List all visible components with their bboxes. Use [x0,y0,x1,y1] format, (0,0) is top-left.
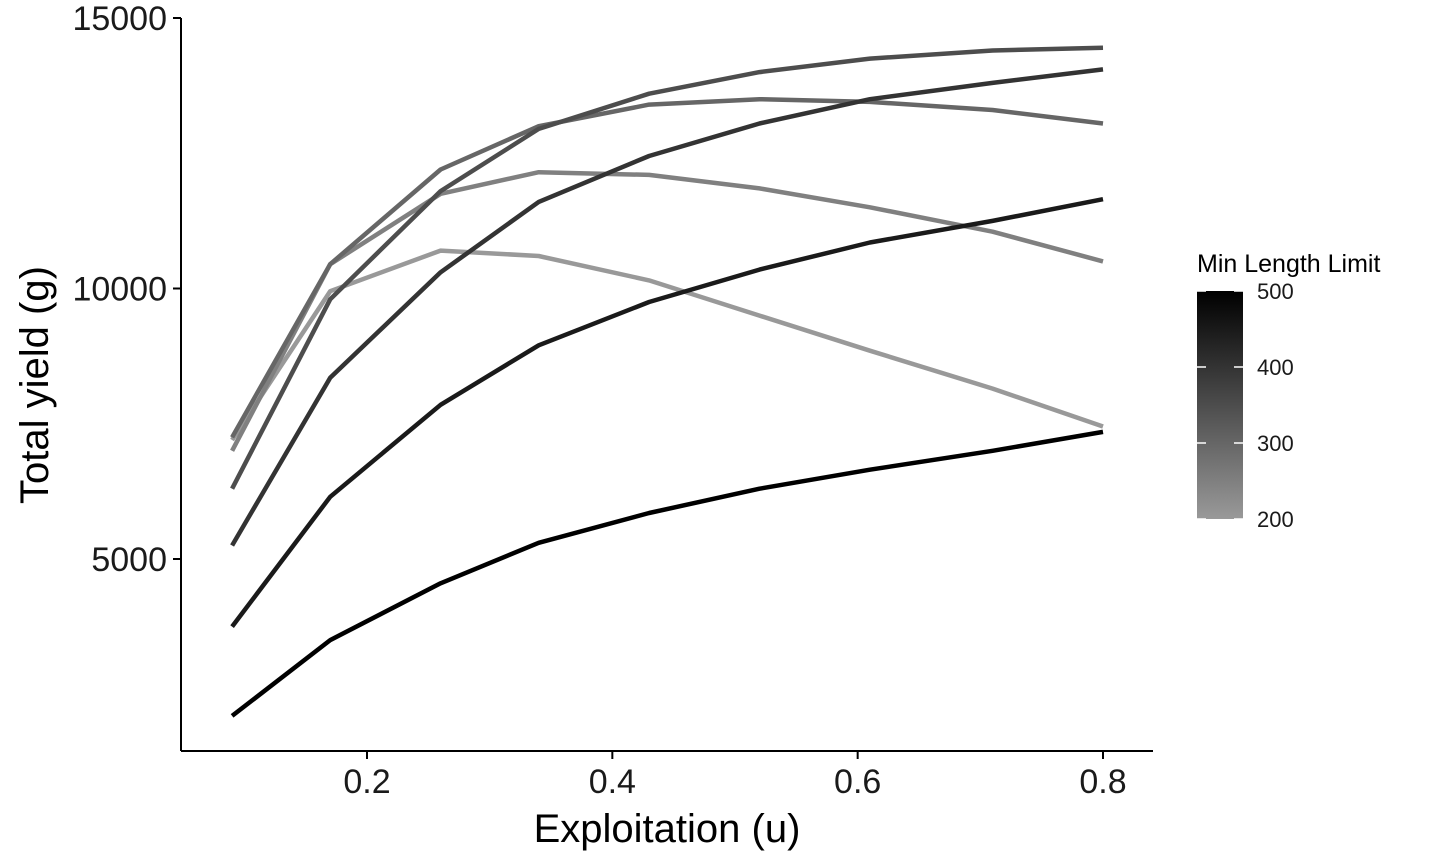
x-tick-label: 0.8 [1079,763,1126,801]
x-tick-label: 0.2 [343,763,390,801]
x-tick-label: 0.6 [834,763,881,801]
x-tick-label: 0.4 [589,763,636,801]
legend-tick-label: 500 [1257,279,1294,304]
x-axis-ticks: 0.2 0.4 0.6 0.8 [343,751,1127,801]
series-line-300 [230,96,1104,439]
series-layer [230,45,1104,718]
legend-tick-label: 300 [1257,431,1294,456]
legend-ticks: 200 300 400 500 [1197,279,1294,532]
y-tick-label: 10000 [72,271,167,309]
series-line-400 [230,67,1104,547]
series-line-500 [230,429,1104,718]
legend-tick-label: 400 [1257,355,1294,380]
y-axis-ticks: 5000 10000 15000 [72,0,181,579]
legend-title: Min Length Limit [1197,250,1380,278]
y-axis-title: Total yield (g) [13,266,57,504]
x-axis-title: Exploitation (u) [534,807,801,851]
y-tick-label: 5000 [91,541,167,579]
colorbar-gradient-bar [1197,291,1243,519]
legend-colorbar: Min Length Limit 200 300 400 500 [1197,250,1380,532]
legend-tick-label: 200 [1257,507,1294,532]
series-line-450 [230,196,1104,628]
series-line-350 [230,45,1104,490]
series-line-250 [230,169,1104,452]
series-line-200 [230,248,1104,442]
y-tick-label: 15000 [72,0,167,38]
